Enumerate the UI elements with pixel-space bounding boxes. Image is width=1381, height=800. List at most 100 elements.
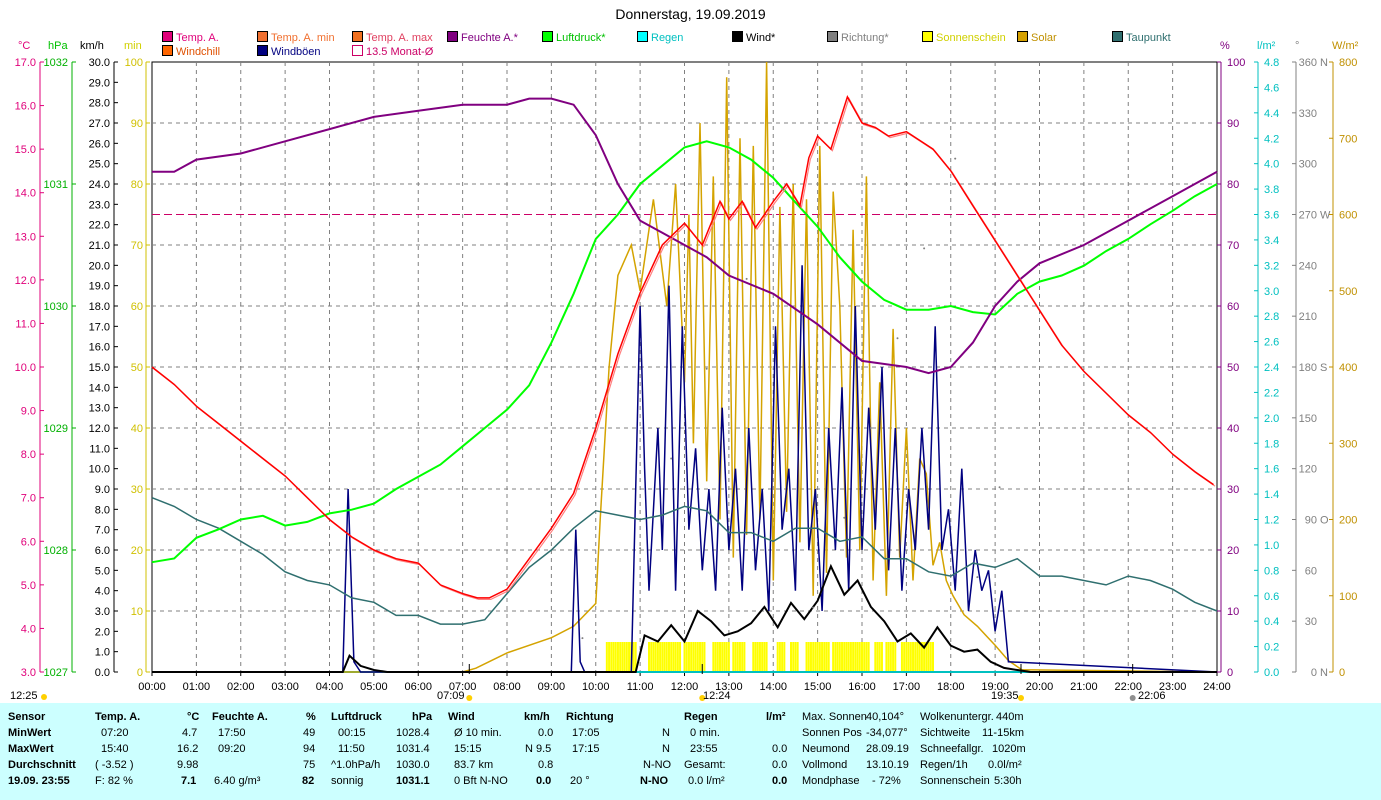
legend-rain-swatch (637, 31, 648, 42)
series-feuchte-a-line (152, 97, 1218, 375)
axis-pct-label: 10 (1227, 606, 1239, 618)
axis-kmh-label: 25.0 (89, 159, 110, 171)
axis-lm2-label: 0.6 (1264, 591, 1279, 603)
rain-header: Regen (684, 711, 718, 723)
axis-lm2-label: 2.6 (1264, 337, 1279, 349)
axis-kmh-label: 9.0 (95, 484, 110, 496)
x-tick-label: 01:00 (183, 681, 211, 693)
axis-dir-label: W (1320, 210, 1331, 222)
rain-unit: l/m² (766, 711, 786, 723)
axis-deg-label: 60 (1305, 565, 1317, 577)
time-markers (41, 664, 1136, 701)
axis-hpa-label: 1030 (44, 301, 68, 313)
x-tick-label: 02:00 (227, 681, 255, 693)
axis-wm2-label: 0 (1339, 667, 1345, 679)
hum-now-note: 6.40 g/m³ (214, 775, 261, 787)
legend-windchill-label: Windchill (176, 46, 221, 58)
axis-kmh-label: 24.0 (89, 179, 110, 191)
x-tick-label: 16:00 (848, 681, 876, 693)
legend-temp-min: Temp. A. min (257, 31, 335, 44)
legend-wind-label: Wind* (746, 32, 776, 44)
misc-value-3: 0.0l/m² (988, 759, 1022, 771)
axis-wm2-label: 300 (1339, 438, 1357, 450)
rain-max-time: 23:55 (690, 743, 718, 755)
axis-lm2-label: 0.0 (1264, 667, 1279, 679)
axis-header-hpa: hPa (48, 40, 68, 52)
weather-chart: 00:00 01:00 02:00 03:00 04:00 05:00 06:00 07:00… (15, 57, 1357, 701)
axis-hpa-label: 1028 (44, 545, 68, 557)
legend-windchill-swatch (162, 45, 173, 56)
axis-pct-label: 60 (1227, 301, 1239, 313)
temp-avg-value: 9.98 (177, 759, 199, 771)
rain-total-value: 0.0 (772, 759, 788, 771)
direction-dot (976, 576, 979, 579)
direction-dot (745, 277, 748, 280)
axis-deg-label: 180 (1299, 362, 1317, 374)
axis-lm2-label: 0.8 (1264, 565, 1279, 577)
x-tick-label: 11:00 (627, 681, 654, 693)
axis-deg-label: 210 (1299, 311, 1317, 323)
temp-min-time: 07:20 (101, 727, 129, 739)
x-tick-label: 10:00 (582, 681, 610, 693)
rain-now-value: 0.0 (772, 775, 788, 787)
sensor-header: Sensor (8, 711, 46, 723)
misc-value-1: 11-15km (982, 727, 1024, 739)
axis-deg-label: 330 (1299, 108, 1317, 120)
legend-month-avg-swatch (352, 45, 363, 56)
sunshine-bars (605, 642, 934, 672)
x-tick-label: 12:00 (671, 681, 699, 693)
axis-kmh-label: 21.0 (89, 240, 110, 252)
legend-wind: Wind* (732, 31, 775, 44)
astro-label-2: Neumond (802, 743, 850, 755)
direction-dot (843, 516, 846, 519)
dir-header: Richtung (566, 711, 614, 723)
axis-min-label: 80 (131, 179, 143, 191)
press-min-value: 1028.4 (396, 727, 430, 739)
direction-dot (639, 547, 642, 550)
legend-temp: Temp. A. (162, 31, 219, 44)
axis-celsius-label: 16.0 (15, 101, 36, 113)
rain-max-value: 0.0 (772, 743, 788, 755)
axis-kmh-label: 15.0 (89, 362, 110, 374)
legend-temp-max-label: Temp. A. max (366, 32, 433, 44)
misc-value-0: 440m (996, 711, 1024, 723)
dir-min-value: N (662, 727, 670, 739)
x-tick-label: 08:00 (493, 681, 521, 693)
axis-kmh-label: 13.0 (89, 403, 110, 415)
axis-wm2-label: 200 (1339, 515, 1357, 527)
legend-gust-label: Windböen (271, 46, 321, 58)
axis-kmh-label: 17.0 (89, 321, 110, 333)
temp-max-value: 16.2 (177, 743, 199, 755)
axis-wm2-label: 500 (1339, 286, 1357, 298)
axis-lm2-label: 3.2 (1264, 260, 1279, 272)
legend-sunshine-label: Sonnenschein (936, 32, 1006, 44)
legend-pressure-swatch (542, 31, 553, 42)
hum-min-time: 17:50 (218, 727, 246, 739)
axis-kmh-label: 1.0 (95, 647, 110, 659)
series-layer (151, 61, 1218, 673)
axis-pct-label: 20 (1227, 545, 1239, 557)
axis-dir-label: N (1320, 667, 1328, 679)
axis-deg-label: 300 (1299, 159, 1317, 171)
axis-pct-label: 100 (1227, 57, 1245, 69)
temp-header: Temp. A. (95, 711, 141, 723)
legend-sunshine: Sonnenschein (922, 31, 1006, 44)
temp-min-value: 4.7 (182, 727, 198, 739)
wind-avg10: Ø 10 min. (454, 727, 502, 739)
hum-min-value: 49 (303, 727, 316, 739)
sunrise-label: 07:09 (437, 690, 465, 702)
misc-label-4: Sonnenschein (920, 775, 990, 787)
direction-dot (705, 367, 708, 370)
moonset-label: 22:06 (1138, 690, 1166, 702)
temp-now-value: 7.1 (181, 775, 197, 787)
axis-header-wm2: W/m² (1332, 40, 1359, 52)
axis-wm2-label: 800 (1339, 57, 1357, 69)
astro-label-4: Mondphase (802, 775, 860, 787)
legend-dewpoint-swatch (1112, 31, 1123, 42)
axis-lm2-label: 4.0 (1264, 159, 1279, 171)
sensor-row-max: MaxWert (8, 743, 54, 755)
axis-min-label: 90 (131, 118, 143, 130)
axis-deg-label: 150 (1299, 413, 1317, 425)
axis-pct-label: 70 (1227, 240, 1239, 252)
x-tick-label: 05:00 (360, 681, 388, 693)
